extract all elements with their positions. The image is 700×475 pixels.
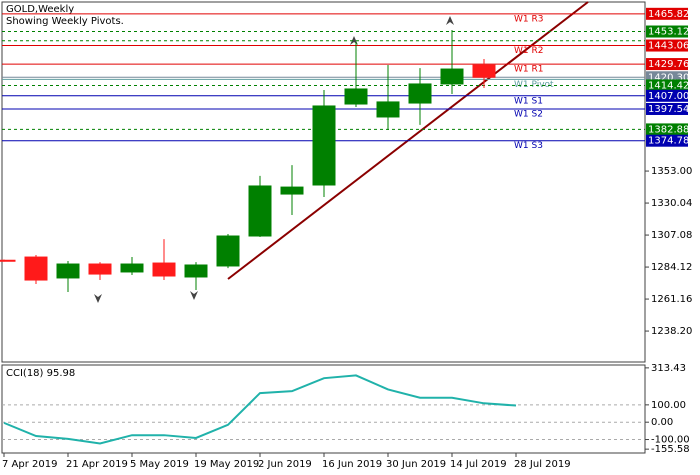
candle-body <box>152 262 176 277</box>
cci-line <box>3 374 517 445</box>
candle-body <box>216 235 240 267</box>
x-tick-label: 28 Jul 2019 <box>514 459 571 470</box>
x-tick-label: 2 Jun 2019 <box>258 459 312 470</box>
price-tag-label: 1374.78 <box>648 136 689 147</box>
indicator-title: CCI(18) 95.98 <box>6 368 75 379</box>
y-tick-label: 1238.20 <box>651 326 692 337</box>
y-tick-label: 313.43 <box>651 363 686 374</box>
y-tick-label: -155.58 <box>651 444 690 455</box>
candle-body <box>24 256 48 281</box>
level-label: W1 R1 <box>514 65 543 75</box>
price-tag-label: 1407.00 <box>648 91 689 102</box>
candle-body <box>56 263 80 279</box>
price-tag-label: 1453.12 <box>648 27 689 38</box>
y-tick-label: 1261.16 <box>651 294 692 305</box>
price-tag-label: 1397.54 <box>648 104 689 115</box>
level-label: W1 R2 <box>514 46 543 56</box>
chart-title: GOLD,Weekly <box>6 4 74 15</box>
price-tag <box>646 7 688 20</box>
x-tick-label: 19 May 2019 <box>194 459 259 470</box>
price-tag <box>646 134 688 147</box>
chart-subtitle: Showing Weekly Pivots. <box>6 16 124 27</box>
level-label: W1 S2 <box>514 109 543 119</box>
price-tag-label: 1443.06 <box>648 41 689 52</box>
price-tag-label: 1465.82 <box>648 9 689 20</box>
price-tag-label: 1414.42 <box>648 80 689 91</box>
candle-body <box>472 64 496 78</box>
x-tick-label: 5 May 2019 <box>130 459 189 470</box>
level-label: W1 R3 <box>514 14 543 24</box>
price-tag <box>646 123 688 136</box>
candle-body <box>344 88 368 105</box>
fractal-up <box>446 16 454 25</box>
cci-pane <box>1 364 646 454</box>
candle-body <box>248 185 272 237</box>
y-tick-label: 1353.00 <box>651 166 692 177</box>
x-tick-label: 7 Apr 2019 <box>2 459 57 470</box>
y-tick-label: 1284.12 <box>651 262 692 273</box>
price-tag <box>646 102 688 115</box>
x-tick-label: 16 Jun 2019 <box>322 459 382 470</box>
candle-body <box>408 83 432 104</box>
level-label: W1 S3 <box>514 141 543 151</box>
y-tick-label: 100.00 <box>651 400 686 411</box>
price-tag <box>646 89 688 102</box>
price-tag-label: 1429.76 <box>648 59 689 70</box>
level-label: W1 Pivot <box>514 80 554 90</box>
y-tick-label: 1330.04 <box>651 198 692 209</box>
fractal-down <box>190 291 198 300</box>
candle-body <box>376 101 400 118</box>
candle-body <box>440 68 464 85</box>
candle-body <box>184 264 208 278</box>
level-label: W1 S1 <box>514 96 543 106</box>
y-tick-label: -100.00 <box>651 435 690 446</box>
price-tag <box>646 79 688 92</box>
price-tag <box>646 25 688 38</box>
price-tag-label: 1382.88 <box>648 124 689 135</box>
candle-body <box>88 263 112 275</box>
x-tick-label: 14 Jul 2019 <box>450 459 507 470</box>
price-tag <box>646 58 688 71</box>
price-tag <box>646 39 688 52</box>
candle-body <box>0 259 16 262</box>
candle-body <box>120 263 144 273</box>
y-tick-label: 1307.08 <box>651 230 692 241</box>
y-tick-label: 0.00 <box>651 417 673 428</box>
x-tick-label: 30 Jun 2019 <box>386 459 446 470</box>
x-tick-label: 21 Apr 2019 <box>66 459 128 470</box>
candle-body <box>312 105 336 186</box>
candle-body <box>280 186 304 195</box>
price-tag-label: 1420.30 <box>648 72 689 83</box>
fractal-down <box>94 294 102 303</box>
